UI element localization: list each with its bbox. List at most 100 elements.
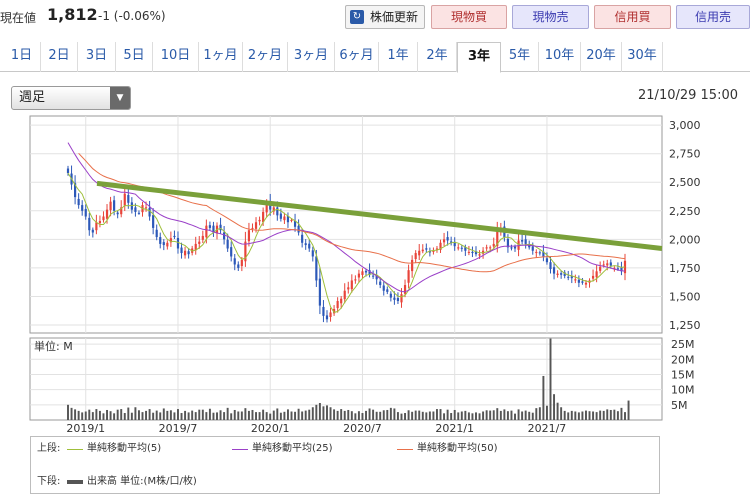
candle-body <box>386 289 389 292</box>
volume-bar <box>74 409 77 420</box>
volume-bar <box>567 412 570 420</box>
candle-body <box>322 306 325 316</box>
tab-13[interactable]: 10年 <box>539 42 581 72</box>
volume-bar <box>148 409 151 420</box>
candle-body <box>113 200 116 211</box>
volume-bar <box>428 411 431 420</box>
volume-bar <box>535 408 538 420</box>
volume-bar <box>233 409 236 420</box>
volume-bar <box>116 409 119 420</box>
candle-body <box>84 208 87 217</box>
tab-9[interactable]: 1年 <box>379 42 418 72</box>
candle-body <box>368 270 371 275</box>
candle-body <box>485 247 488 249</box>
volume-bar <box>134 407 137 420</box>
volume-bar <box>81 412 84 420</box>
spot-buy-button[interactable]: 現物買 <box>431 5 507 29</box>
candle-body <box>74 183 77 198</box>
margin-buy-button[interactable]: 信用買 <box>594 5 671 29</box>
volume-bar <box>297 408 300 420</box>
spot-sell-button[interactable]: 現物売 <box>512 5 589 29</box>
date-tick-label: 2020/7 <box>343 422 382 435</box>
volume-bar <box>333 409 336 420</box>
volume-bar <box>538 407 541 420</box>
date-tick-label: 2021/7 <box>528 422 567 435</box>
volume-bar <box>123 413 126 420</box>
volume-bar <box>343 410 346 420</box>
volume-bar <box>226 407 229 420</box>
candle-body <box>428 251 431 253</box>
volume-bar <box>283 411 286 420</box>
candle-body <box>506 238 510 248</box>
volume-bar <box>478 413 481 420</box>
volume-bar <box>517 409 520 420</box>
volume-bar <box>549 338 552 420</box>
tab-12[interactable]: 5年 <box>501 42 539 72</box>
volume-bar <box>624 412 626 420</box>
volume-unit-label: 単位: M <box>34 339 73 353</box>
ma5-line <box>67 172 626 313</box>
volume-bar <box>88 409 91 420</box>
candle-body <box>201 235 204 240</box>
tab-1[interactable]: 2日 <box>41 42 78 72</box>
volume-bar <box>545 405 548 420</box>
candle-body <box>272 207 275 212</box>
volume-bar <box>223 412 226 420</box>
volume-bar <box>201 409 204 420</box>
candle-body <box>102 216 105 221</box>
margin-sell-button[interactable]: 信用売 <box>676 5 750 29</box>
volume-bar <box>155 410 158 420</box>
candle-body <box>212 225 215 233</box>
candle-body <box>347 287 350 290</box>
tab-6[interactable]: 2ヶ月 <box>243 42 288 72</box>
volume-bar <box>106 409 108 420</box>
refresh-price-button[interactable]: ↻ 株価更新 <box>345 5 425 29</box>
candle-body <box>524 239 527 244</box>
volume-tick-label: 10M <box>671 384 695 397</box>
ma25-line <box>67 142 626 293</box>
volume-bar <box>585 410 587 420</box>
volume-bar <box>265 412 268 420</box>
candle-body <box>577 279 580 283</box>
price-tick-label: 1,750 <box>669 262 701 275</box>
candle-body <box>535 251 538 254</box>
legend-volume: 出来高 単位:(M株/口/枚) <box>87 476 197 487</box>
volume-bar <box>421 411 424 420</box>
tab-5[interactable]: 1ヶ月 <box>199 42 243 72</box>
volume-bar <box>255 412 258 420</box>
candle-body <box>591 275 595 279</box>
tab-3[interactable]: 5日 <box>116 42 153 72</box>
tab-15[interactable]: 30年 <box>622 42 663 72</box>
price-tick-label: 3,000 <box>669 119 701 132</box>
tab-11[interactable]: 3年 <box>457 42 501 73</box>
legend-ma5-swatch <box>67 449 83 450</box>
volume-bar <box>521 411 524 420</box>
candle-body <box>471 251 474 254</box>
candle-body <box>240 259 243 267</box>
tab-0[interactable]: 1日 <box>3 42 41 72</box>
tab-10[interactable]: 2年 <box>418 42 457 72</box>
tab-8[interactable]: 6ヶ月 <box>335 42 379 72</box>
candle-body <box>286 216 290 223</box>
tab-4[interactable]: 10日 <box>153 42 199 72</box>
tab-7[interactable]: 3ヶ月 <box>288 42 335 72</box>
volume-bar <box>560 407 563 420</box>
interval-select-value: 週足 <box>19 90 46 105</box>
volume-bar <box>368 408 371 420</box>
volume-bar <box>556 402 559 420</box>
candle-body <box>81 205 84 211</box>
volume-bar <box>127 407 130 420</box>
volume-bar <box>528 411 531 420</box>
tab-2[interactable]: 3日 <box>78 42 116 72</box>
volume-bar <box>276 408 279 420</box>
volume-bar <box>514 413 516 420</box>
volume-bar <box>467 412 470 420</box>
interval-select[interactable]: 週足 ▼ <box>11 86 131 110</box>
price-tick-label: 1,250 <box>669 319 701 332</box>
volume-bar <box>177 409 179 420</box>
volume-bar <box>354 413 357 420</box>
legend-ma25: 単純移動平均(25) <box>252 443 333 454</box>
volume-bar <box>208 408 211 420</box>
price-tick-label: 2,250 <box>669 205 701 218</box>
tab-14[interactable]: 20年 <box>581 42 622 72</box>
